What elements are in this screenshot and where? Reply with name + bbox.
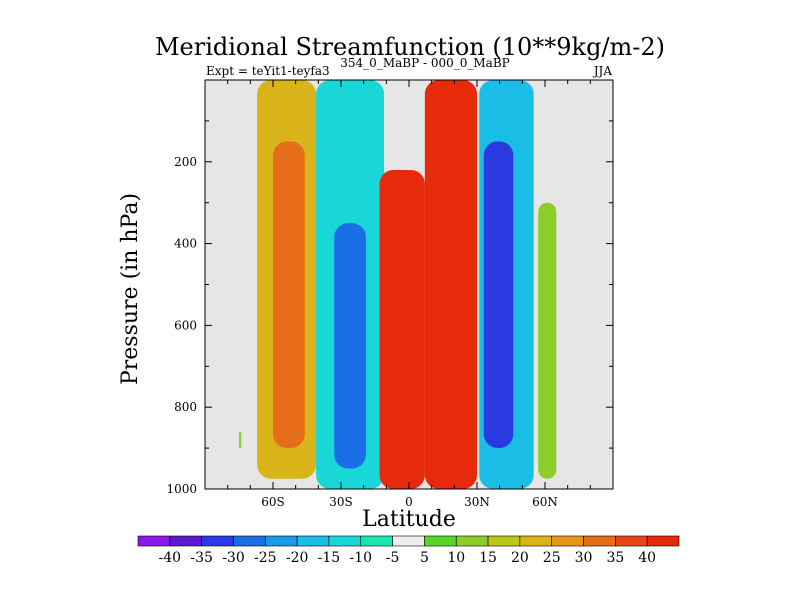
colorbar-swatch [424, 535, 457, 547]
colorbar-swatch [296, 535, 330, 547]
field-sh-subpolar-core [273, 141, 305, 449]
colorbar-label: -25 [254, 550, 277, 566]
field-sh-midlat-core [334, 223, 366, 469]
colorbar-label: -40 [159, 550, 182, 566]
colorbar: -40 -35 -30 -25 -20 -15 -10 -5 5 10 15 20 25 30 35 40 [137, 535, 680, 566]
colorbar-label: -30 [222, 550, 245, 566]
y-tick-label: 800 [174, 400, 197, 414]
y-tick-label: 600 [174, 318, 197, 332]
colorbar-swatch [392, 535, 425, 547]
x-tick-label: 0 [405, 495, 413, 509]
colorbar-swatch [487, 535, 521, 547]
experiment-label: Expt = teYit1-teyfa3 [206, 64, 330, 78]
contour-fields [239, 80, 557, 489]
y-axis-ticks: 200 400 600 800 1000 [166, 120, 613, 496]
colorbar-label: 25 [543, 550, 561, 566]
colorbar-label: 35 [606, 550, 624, 566]
season-label: JJA [592, 64, 613, 78]
colorbar-label: -35 [190, 550, 213, 566]
x-tick-label: 60S [261, 495, 285, 509]
colorbar-swatch [615, 535, 648, 547]
colorbar-swatch [264, 535, 298, 547]
field-nh-subpolar-positive [538, 202, 557, 479]
y-tick-label: 200 [174, 155, 197, 169]
x-axis-label: Latitude [362, 507, 456, 532]
y-tick-label: 400 [174, 237, 197, 251]
colorbar-swatch [137, 535, 171, 547]
x-axis-ticks: 60S 30S 0 30N 60N [227, 80, 591, 509]
x-tick-label: 30N [464, 495, 490, 509]
colorbar-label: 15 [479, 550, 497, 566]
colorbar-swatch [583, 535, 616, 547]
field-sh-tropical-cell [379, 169, 425, 489]
colorbar-label: 20 [511, 550, 529, 566]
colorbar-swatch [328, 535, 362, 547]
colorbar-label: -5 [386, 550, 400, 566]
colorbar-swatch [519, 535, 553, 547]
colorbar-swatch [646, 535, 680, 547]
colorbar-label: -20 [286, 550, 309, 566]
colorbar-label: -15 [318, 550, 341, 566]
field-sh-polar-speck [239, 431, 242, 449]
colorbar-label: 30 [575, 550, 593, 566]
colorbar-label: -10 [349, 550, 372, 566]
colorbar-swatch [360, 535, 393, 547]
field-nh-tropical-cell [424, 80, 477, 489]
colorbar-swatch [201, 535, 234, 547]
y-axis-label: Pressure (in hPa) [118, 193, 143, 385]
y-tick-label: 1000 [166, 482, 197, 496]
colorbar-swatch [233, 535, 266, 547]
x-tick-label: 30S [329, 495, 353, 509]
colorbar-label: 10 [447, 550, 465, 566]
colorbar-swatch [455, 535, 489, 547]
colorbar-swatch [551, 535, 584, 547]
colorbar-label: 5 [420, 550, 429, 566]
x-tick-label: 60N [532, 495, 558, 509]
chart-title: Meridional Streamfunction (10**9kg/m-2) [155, 33, 665, 61]
colorbar-swatch [169, 535, 202, 547]
colorbar-label: 40 [638, 550, 656, 566]
period-difference-label: 354_0_MaBP - 000_0_MaBP [340, 56, 509, 70]
field-nh-midlat-core [483, 141, 514, 449]
